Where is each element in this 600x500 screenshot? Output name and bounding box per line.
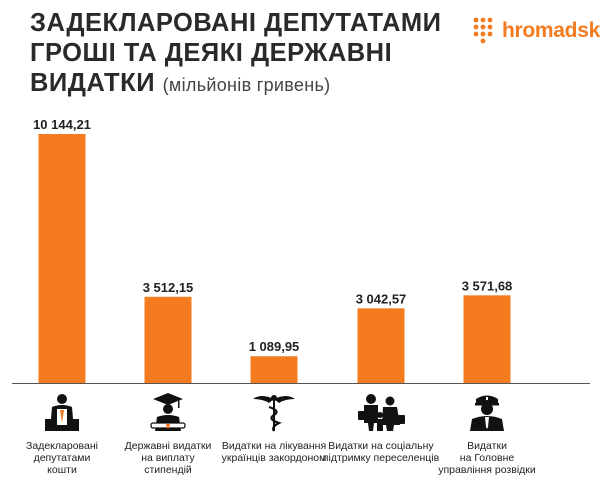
bar-3 [250, 356, 298, 383]
category-label-4: Видатки на соціальну підтримку переселенц… [321, 440, 441, 464]
officer-intelligence-icon [462, 393, 512, 433]
caduceus-medical-icon [249, 393, 299, 433]
bar-5 [463, 295, 511, 383]
bar-4 [357, 308, 405, 383]
category-label-line: депутатами [33, 452, 91, 464]
graduate-with-diploma-icon [143, 393, 193, 433]
category-label-line: управління розвідки [438, 464, 536, 476]
category-label-line: Державні видатки [124, 440, 212, 452]
value-label-2: 3 512,15 [143, 280, 194, 295]
value-label-1: 10 144,21 [33, 117, 91, 132]
category-label-line: Видатки [467, 440, 507, 452]
person-with-money-icon [37, 393, 87, 433]
bar-1 [38, 134, 86, 383]
logo-wordmark: hromadske [502, 19, 600, 42]
category-label-line: Задекларовані [26, 440, 98, 452]
category-label-1: Задекларовані депутатами кошти [2, 440, 122, 476]
family-refugees-icon [356, 393, 406, 433]
hromadske-logo: hromadske [472, 16, 600, 46]
category-label-line: на Головне [459, 452, 515, 464]
category-label-line: стипендій [144, 464, 192, 476]
category-label-5: Видатки на Головне управління розвідки [427, 440, 547, 476]
category-label-3: Видатки на лікування українців закордоном [214, 440, 334, 464]
title-line-3: ВИДАТКИ [30, 69, 156, 97]
title-line-2: ГРОШІ ТА ДЕЯКІ ДЕРЖАВНІ [30, 39, 393, 67]
category-label-line: українців закордоном [221, 452, 327, 464]
category-label-line: Видатки на лікування [221, 440, 327, 452]
category-label-line: кошти [47, 464, 77, 476]
category-label-2: Державні видатки на виплату стипендій [108, 440, 228, 476]
chart-title: ЗАДЕКЛАРОВАНІ ДЕПУТАТАМИ ГРОШІ ТА ДЕЯКІ … [30, 8, 460, 100]
value-label-3: 1 089,95 [249, 339, 300, 354]
chart-unit: (мільйонів гривень) [162, 75, 331, 95]
bar-2 [144, 296, 192, 383]
title-line-1: ЗАДЕКЛАРОВАНІ ДЕПУТАТАМИ [30, 9, 442, 37]
category-label-line: Видатки на соціальну [328, 440, 434, 452]
value-label-4: 3 042,57 [356, 291, 407, 306]
value-label-5: 3 571,68 [462, 278, 513, 293]
category-label-line: підтримку переселенців [322, 452, 440, 464]
category-label-line: на виплату [141, 452, 195, 464]
dots-grid-icon [473, 17, 493, 44]
